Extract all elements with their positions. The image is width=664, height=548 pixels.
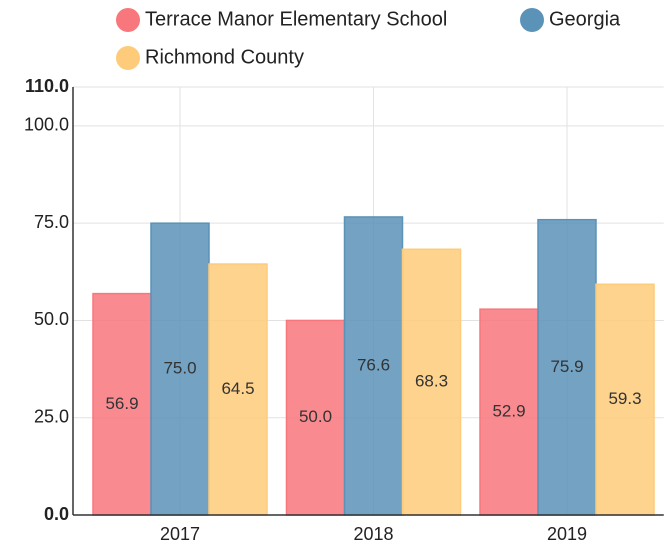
- legend-swatch: [116, 8, 140, 32]
- value-label: 52.9: [492, 402, 525, 421]
- y-tick-label: 75.0: [34, 212, 69, 232]
- y-tick-label: 50.0: [34, 309, 69, 329]
- y-tick-label: 0.0: [44, 504, 69, 524]
- bar: [595, 283, 655, 516]
- bar: [537, 218, 597, 516]
- legend-swatch: [520, 8, 544, 32]
- value-label: 64.5: [221, 379, 254, 398]
- value-label: 75.9: [550, 357, 583, 376]
- value-label: 76.6: [357, 355, 390, 374]
- bar: [479, 308, 539, 516]
- legend-label: Georgia: [549, 8, 621, 30]
- value-label: 50.0: [299, 407, 332, 426]
- x-tick-label: 2017: [160, 524, 200, 544]
- y-tick-label: 100.0: [24, 115, 69, 135]
- value-label: 68.3: [415, 372, 448, 391]
- x-tick-label: 2019: [547, 524, 587, 544]
- value-label: 56.9: [105, 394, 138, 413]
- x-tick-label: 2018: [353, 524, 393, 544]
- bar: [401, 248, 462, 516]
- legend-swatch: [116, 46, 140, 70]
- y-tick-label: 110.0: [25, 76, 69, 96]
- legend-label: Richmond County: [145, 46, 304, 68]
- value-label: 59.3: [608, 389, 641, 408]
- legend-label: Terrace Manor Elementary School: [145, 8, 447, 30]
- value-label: 75.0: [163, 359, 196, 378]
- y-tick-label: 25.0: [34, 406, 69, 426]
